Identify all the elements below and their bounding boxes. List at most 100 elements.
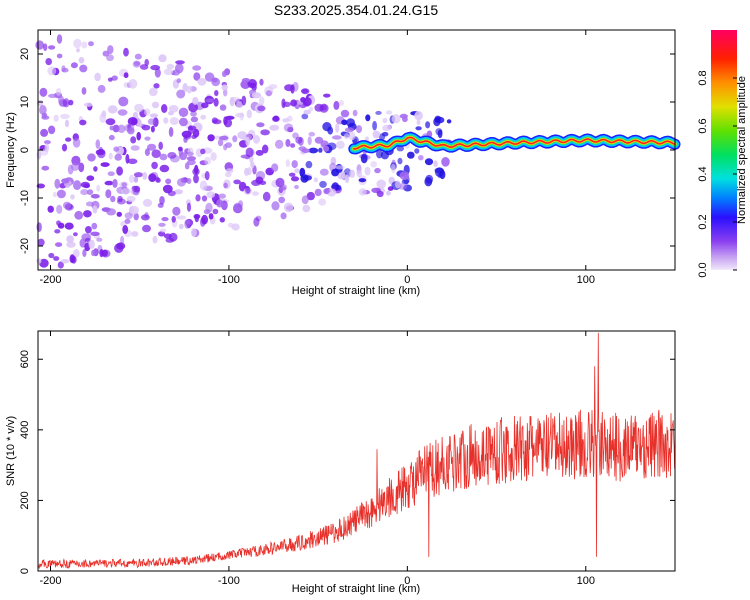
spectrogram-blob	[182, 83, 188, 93]
spectrogram-blob	[244, 133, 252, 141]
spectrogram-blob	[279, 186, 287, 191]
spectrogram-blob	[107, 77, 113, 82]
spectrogram-blob	[219, 104, 227, 111]
colorbar-gradient	[711, 30, 737, 270]
spectrogram-blob	[283, 202, 294, 213]
spectrogram-blob	[97, 84, 106, 93]
y-tick-label: 20	[19, 48, 31, 60]
spectrogram-blob	[374, 167, 381, 174]
spectrogram-blob	[225, 172, 232, 178]
spectrogram-blob	[340, 109, 350, 118]
spectrogram-blob	[418, 155, 424, 161]
spectrogram-blob	[331, 168, 340, 177]
spectrogram-blob	[119, 181, 129, 188]
carrier-track-band	[353, 136, 676, 150]
spectrogram-blob	[281, 98, 286, 109]
spectrogram-blob	[81, 41, 88, 49]
spectrogram-blob	[168, 127, 174, 137]
x-tick-label: 0	[404, 575, 410, 587]
spectrogram-x-label: Height of straight line (km)	[292, 285, 420, 297]
spectrogram-blob	[407, 151, 415, 159]
spectrogram-blob	[149, 113, 159, 118]
spectrogram-blob	[61, 143, 68, 152]
spectrogram-blob	[290, 84, 295, 94]
spectrogram-blob	[151, 149, 161, 158]
x-tick-label: -100	[218, 575, 240, 587]
spectrogram-blob	[323, 93, 331, 98]
spectrogram-blob	[187, 159, 196, 166]
spectrogram-blob	[57, 261, 64, 269]
spectrogram-blob	[186, 156, 196, 161]
spectrogram-blob	[204, 171, 210, 181]
spectrogram-blob	[91, 222, 98, 230]
spectrogram-blob	[158, 222, 166, 227]
spectrogram-blob	[290, 143, 296, 148]
spectrogram-blob	[142, 172, 148, 180]
spectrogram-blob	[105, 189, 112, 199]
spectrogram-blob	[219, 217, 225, 223]
spectrogram-blob	[441, 157, 450, 167]
spectrogram-blob	[380, 150, 389, 160]
spectrogram-blob	[303, 109, 311, 115]
spectrogram-blob	[414, 148, 420, 154]
spectrogram-blob	[109, 125, 115, 131]
spectrogram-blob	[271, 163, 279, 172]
spectrogram-blob	[61, 65, 66, 72]
spectrogram-blob	[151, 101, 160, 109]
spectrogram-blob	[71, 162, 80, 171]
spectrogram-blob	[305, 160, 313, 169]
spectrogram-blob	[120, 235, 125, 245]
spectrogram-blob	[233, 179, 241, 185]
spectrogram-blob	[314, 103, 324, 112]
spectrogram-blob	[159, 228, 167, 233]
spectrogram-blob	[52, 191, 58, 198]
spectrogram-blob	[53, 256, 60, 261]
spectrogram-blob	[73, 180, 82, 191]
snr-x-ticks: -200 -100 0 100	[39, 331, 595, 587]
spectrogram-blob	[95, 139, 101, 149]
spectrogram-blob	[335, 123, 340, 133]
spectrogram-blob	[176, 178, 186, 187]
spectrogram-blob	[415, 126, 422, 131]
spectrogram-blob	[382, 124, 392, 132]
spectrogram-blob	[335, 184, 342, 191]
spectrogram-blob	[251, 92, 262, 99]
spectrogram-blob	[339, 100, 344, 106]
spectrogram-blob	[136, 131, 141, 141]
spectrogram-blob	[56, 189, 66, 199]
spectrogram-blob	[110, 195, 116, 203]
spectrogram-blob	[223, 88, 228, 97]
spectrogram-blob	[106, 54, 114, 62]
y-tick-label: 200	[19, 491, 31, 509]
spectrogram-blob	[118, 96, 129, 107]
spectrogram-blob	[134, 61, 141, 66]
colorbar-tick-label: 0.2	[697, 214, 709, 229]
spectrogram-blob	[344, 174, 350, 184]
spectrogram-blob	[433, 160, 438, 167]
spectrogram-blob	[117, 109, 128, 116]
spectrogram-blob	[275, 177, 285, 188]
spectrogram-blob	[73, 249, 80, 258]
spectrogram-blob	[153, 83, 160, 89]
snr-frame	[37, 330, 676, 572]
spectrogram-blob	[396, 145, 404, 152]
spectrogram-blob	[56, 53, 63, 59]
spectrogram-blob	[199, 180, 208, 191]
spectrogram-blob	[167, 111, 174, 116]
spectrogram-blob	[201, 102, 209, 109]
spectrogram-blob	[163, 68, 174, 76]
spectrogram-blob	[233, 202, 243, 213]
spectrogram-blob	[375, 110, 382, 115]
spectrogram-blob	[192, 128, 200, 138]
spectrogram-blob	[262, 144, 269, 154]
snr-x-label: Height of straight line (km)	[292, 583, 420, 595]
spectrogram-blob	[66, 241, 76, 248]
spectrogram-blob	[206, 191, 216, 199]
spectrogram-blob	[217, 139, 224, 147]
spectrogram-blob	[101, 249, 108, 257]
spectrogram-blob	[68, 99, 74, 106]
spectrogram-blob	[212, 208, 219, 215]
spectrogram-blob	[40, 128, 49, 137]
spectrogram-blob	[85, 201, 94, 207]
